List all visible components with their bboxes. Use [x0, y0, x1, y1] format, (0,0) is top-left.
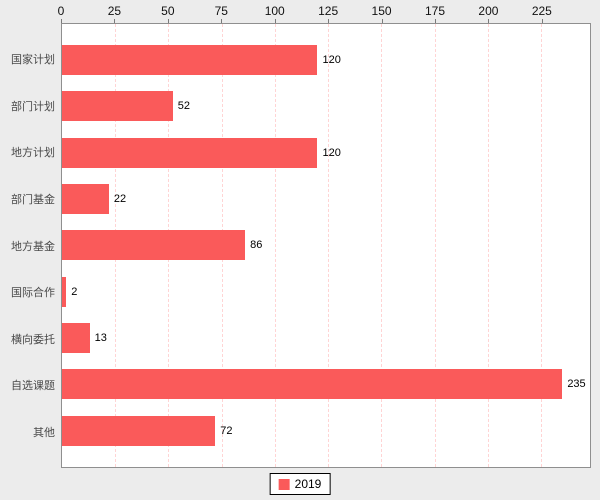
x-tick-label: 150 — [371, 4, 392, 18]
x-tick-mark — [541, 19, 543, 23]
value-label: 120 — [322, 146, 341, 159]
bar — [62, 415, 216, 446]
legend: 2019 — [269, 473, 331, 495]
bar-row: 86 — [62, 222, 590, 268]
bar-row: 120 — [62, 130, 590, 176]
gridline — [274, 24, 276, 467]
category-label: 部门计划 — [11, 100, 55, 113]
x-tick-mark — [381, 19, 383, 23]
category-label: 国家计划 — [11, 54, 55, 67]
bar-row: 13 — [62, 315, 590, 361]
x-tick-label: 0 — [57, 4, 65, 18]
category-label: 地方计划 — [11, 147, 55, 160]
value-label: 72 — [220, 424, 233, 437]
bar — [62, 230, 246, 261]
x-tick-mark — [61, 19, 62, 23]
category-label: 国际合作 — [11, 287, 55, 300]
x-tick-label: 200 — [478, 4, 499, 18]
bar-row: 235 — [62, 361, 590, 407]
category-label: 部门基金 — [11, 193, 55, 206]
bar — [62, 276, 67, 307]
x-tick-label: 175 — [424, 4, 445, 18]
x-tick-mark — [488, 19, 490, 23]
x-tick-label: 225 — [531, 4, 552, 18]
x-tick-label: 75 — [214, 4, 228, 18]
bar — [62, 184, 109, 215]
x-tick-label: 50 — [161, 4, 175, 18]
x-tick-mark — [167, 19, 169, 23]
plot-area: 120 52 120 22 86 2 13 235 72 — [61, 23, 591, 468]
x-tick-label: 125 — [318, 4, 339, 18]
value-label: 120 — [322, 54, 341, 67]
value-label: 235 — [567, 378, 586, 391]
value-label: 86 — [250, 239, 263, 252]
value-label: 22 — [113, 193, 127, 206]
bar-row: 120 — [62, 37, 590, 83]
bar — [62, 137, 318, 168]
x-tick-mark — [221, 19, 223, 23]
bar-rows: 120 52 120 22 86 2 13 235 72 — [62, 24, 590, 467]
x-axis: 0 25 50 75 100 125 150 175 200 225 — [57, 0, 591, 23]
x-tick-mark — [274, 19, 276, 23]
gridline — [328, 24, 330, 467]
bar-row: 22 — [62, 176, 590, 222]
bar-row: 2 — [62, 269, 590, 315]
category-label: 地方基金 — [11, 240, 55, 253]
category-label: 自选课题 — [11, 380, 55, 393]
x-tick-label: 25 — [107, 4, 122, 18]
category-label: 其他 — [33, 426, 55, 439]
gridline — [381, 24, 383, 467]
category-label: 横向委托 — [11, 333, 55, 346]
bar — [62, 91, 173, 122]
bar — [62, 323, 90, 354]
x-tick-mark — [114, 19, 116, 23]
gridline — [487, 24, 489, 467]
bar-row: 72 — [62, 408, 590, 454]
bar — [62, 369, 563, 400]
value-label: 2 — [71, 285, 78, 298]
x-tick-label: 100 — [264, 4, 285, 18]
bar-row: 52 — [62, 83, 590, 129]
category-labels: 国家计划部门计划地方计划部门基金地方基金国际合作横向委托自选课题其他 — [0, 23, 61, 468]
gridline — [541, 24, 543, 467]
value-label: 52 — [177, 100, 190, 113]
bar — [62, 45, 318, 76]
value-label: 13 — [94, 332, 107, 345]
legend-label: 2019 — [294, 477, 322, 491]
legend-swatch-icon — [278, 478, 290, 490]
x-tick-mark — [328, 19, 330, 23]
gridline — [434, 24, 436, 467]
x-tick-mark — [434, 19, 436, 23]
